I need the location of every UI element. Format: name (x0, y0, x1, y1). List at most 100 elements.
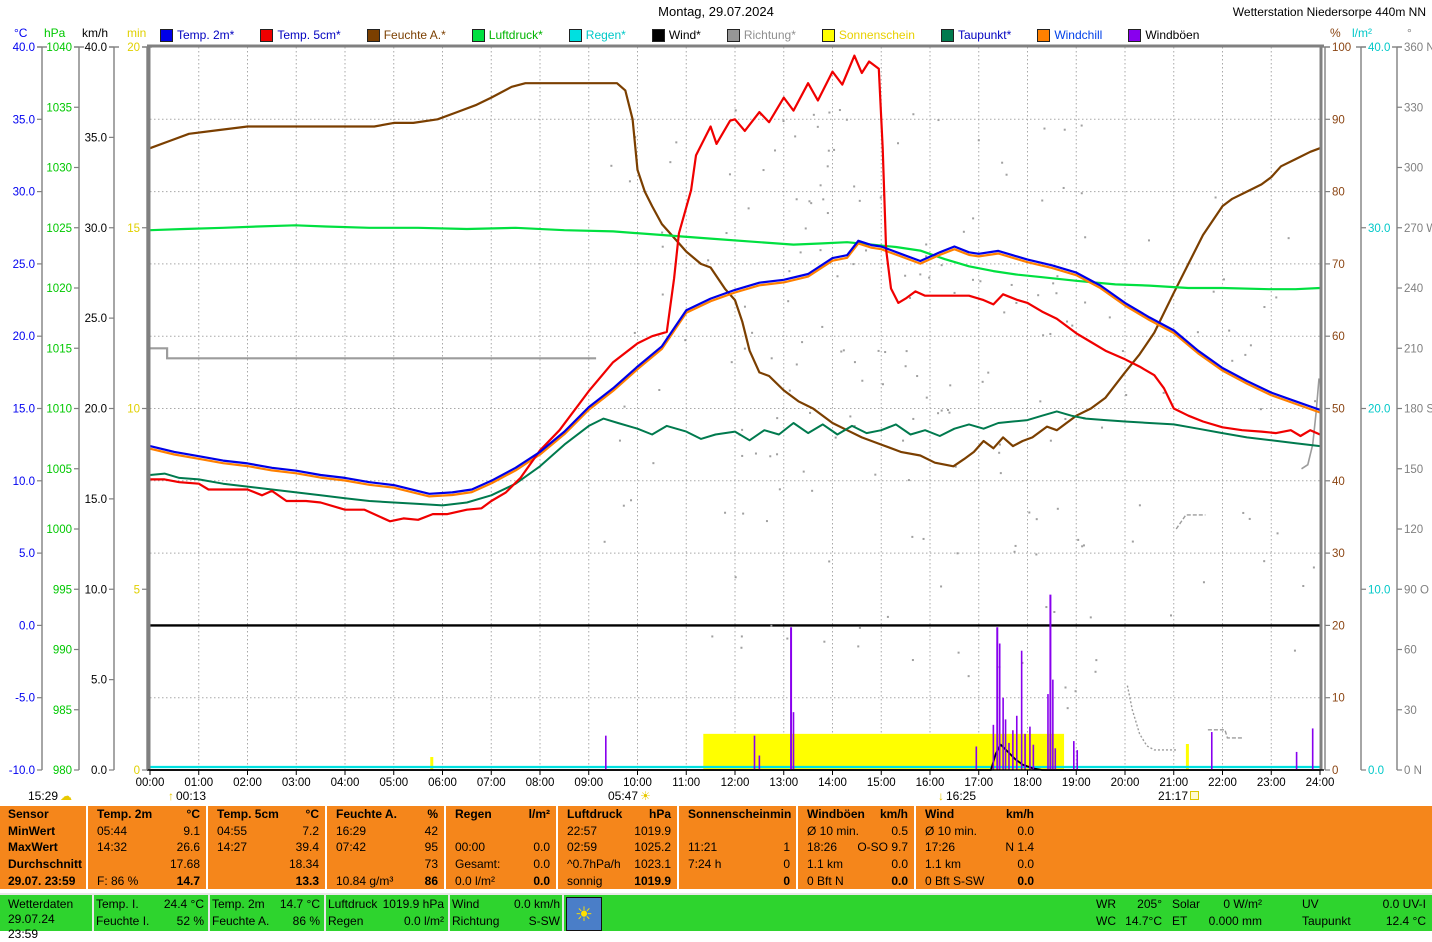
status-label: 29.07.24 23:59 (8, 912, 55, 941)
table-row: MinWert 05:44 9.1 04:55 7.2 16:29 42 22:57 1019.… (0, 822, 1432, 840)
axis-tick-label: 10.0 (1368, 584, 1390, 596)
status-separator (92, 895, 94, 931)
marker-time-label: 21:17 (1158, 788, 1189, 803)
axis-tick-label: 0 (134, 765, 140, 777)
cell-value: 1019.9 (634, 823, 671, 838)
table-col-sonnenschein: 0 (679, 872, 798, 889)
axis-tick-label: 0.0 (19, 620, 35, 632)
status-label: WC (1096, 914, 1116, 928)
temp-2m-swatch-icon (160, 28, 173, 42)
sun-event-tick (430, 757, 434, 770)
status-label: WR (1096, 897, 1116, 911)
axis-tick-label: 240 (1404, 283, 1423, 295)
axis-tick-label: 100 (1332, 42, 1351, 54)
temp-2m-line (148, 239, 1322, 495)
col-title: Wind (925, 807, 955, 822)
legend-item-windchill[interactable]: Windchill (1037, 28, 1102, 42)
axis-tick-label: 50 (1332, 404, 1345, 416)
axis-unit-min: min (127, 26, 147, 40)
axis-unit-hPa: hPa (44, 26, 66, 40)
cell-time: 0 Bft S-SW (925, 873, 985, 888)
legend-item-temp-5cm[interactable]: Temp. 5cm* (260, 28, 341, 42)
cell-value: 95 (424, 840, 438, 855)
col-unit: hPa (648, 807, 671, 822)
sensor-summary-table: Sensor Temp. 2m °C Temp. 5cm °C Feuchte A.% Re… (0, 806, 1432, 889)
cell-value: 0.5 (891, 823, 908, 838)
table-col-luftdruck: ^0.7hPa/h 1023.1 (558, 855, 679, 873)
table-col-windb-en: 0 Bft N 0.0 (798, 872, 916, 889)
row-label: 29.07. 23:59 (0, 872, 88, 889)
axis-tick-label: 1015 (46, 343, 72, 355)
col-unit: °C (305, 807, 319, 822)
legend-label: Richtung* (743, 28, 796, 42)
cell-value: 0.0 (533, 873, 550, 888)
status-group-0: Temp. I. 24.4 °C Feuchte I. 52 % (96, 897, 204, 929)
wind-direction-scatter (150, 109, 1320, 751)
axis-tick-label: 1000 (46, 524, 72, 536)
feuchte-aussen-line (148, 82, 1322, 468)
cell-time: 07:42 (336, 840, 367, 855)
legend-item-richtung[interactable]: Richtung* (726, 28, 796, 42)
status-separator (448, 895, 450, 931)
legend-item-temp-2m[interactable]: Temp. 2m* (160, 28, 234, 42)
time-axis-label: 00:00 (136, 777, 165, 789)
time-axis-label: 24:00 (1306, 777, 1335, 789)
cell-time: 14:27 (217, 840, 248, 855)
station-name: Wetterstation Niedersorpe 440m NN (1232, 5, 1426, 19)
regen-swatch-icon (568, 28, 582, 42)
axis-tick-label: 15 (127, 223, 140, 235)
status-group-title: Wetterdaten 29.07.24 23:59 (8, 897, 88, 941)
marker-sun: 05:47 ☀ (608, 788, 651, 803)
cell-time: 1.1 km (925, 857, 962, 872)
legend-item-taupunkt[interactable]: Taupunkt* (940, 28, 1011, 42)
row-label: MinWert (0, 822, 88, 840)
status-group-2: Luftdruck 1019.9 hPa Regen 0.0 l/m² (328, 897, 444, 929)
status-row: Wetterdaten (8, 897, 88, 912)
axis-tick-label: 0.0 (91, 765, 107, 777)
legend-item-sonnenschein[interactable]: Sonnenschein (821, 28, 915, 42)
axis-tick-label: 180 S (1404, 404, 1432, 416)
axis-tick-label: 5.0 (91, 675, 107, 687)
time-axis-label: 17:00 (964, 777, 993, 789)
wind-direction-line (1301, 378, 1320, 470)
status-row: ET 0.000 mm (1172, 914, 1262, 929)
legend-item-wind[interactable]: Wind* (651, 28, 701, 42)
axis-kmh: 40.0 35.0 30.0 25.0 20.0 15.0 10.0 5.0 0.0 (85, 42, 119, 777)
status-right-group-1: Solar 0 W/m² ET 0.000 mm (1172, 897, 1262, 929)
axis-tick-label: 80 (1332, 187, 1345, 199)
table-col-windb-en: Ø 10 min. 0.5 (798, 822, 916, 840)
table-col-temp-2m: 17.68 (88, 855, 208, 873)
axis-tick-label: 360 N (1404, 42, 1432, 54)
axis-tick-label: 1025 (46, 223, 72, 235)
legend-item-luftdruck[interactable]: Luftdruck* (471, 28, 543, 42)
table-col-temp-5cm: 14:27 39.4 (208, 839, 327, 856)
table-col-regen: 0.0 l/m² 0.0 (446, 872, 558, 889)
legend-item-feuchte-a[interactable]: Feuchte A.* (366, 28, 446, 42)
time-axis-label: 04:00 (331, 777, 360, 789)
col-unit: % (427, 807, 438, 822)
axis-tick-label: 25.0 (13, 259, 35, 271)
status-label: Wetterdaten (8, 897, 74, 911)
table-col-feuchte-a-: 07:42 95 (327, 839, 446, 856)
legend-label: Feuchte A.* (383, 28, 446, 42)
cell-value: 18.34 (288, 857, 319, 872)
cell-time: 16:29 (336, 823, 367, 838)
cell-value: 0.0 (1017, 857, 1034, 872)
axis-tick-label: 330 (1404, 102, 1423, 114)
axis-unit-C: °C (14, 26, 28, 40)
axis-tick-label: 10.0 (85, 584, 107, 596)
cell-value: O-SO 9.7 (857, 840, 908, 855)
time-axis-label: 12:00 (721, 777, 750, 789)
cell-time: 17:26 (925, 840, 956, 855)
legend-item-windb-en[interactable]: Windböen (1128, 28, 1199, 42)
chart-legend: Temp. 2m* Temp. 5cm* Feuchte A.* Luftdruck*… (160, 27, 1199, 43)
sonnenschein-swatch-icon (821, 28, 835, 42)
status-value: 52 % (176, 914, 204, 928)
legend-item-regen[interactable]: Regen* (568, 28, 626, 42)
axis-tick-label: 20 (127, 42, 140, 54)
sun-icon: ☀ (640, 788, 651, 803)
status-label: Temp. I. (96, 897, 139, 911)
axis-tick-label: 25.0 (85, 313, 107, 325)
table-col-feuchte-a-: 16:29 42 (327, 822, 446, 840)
